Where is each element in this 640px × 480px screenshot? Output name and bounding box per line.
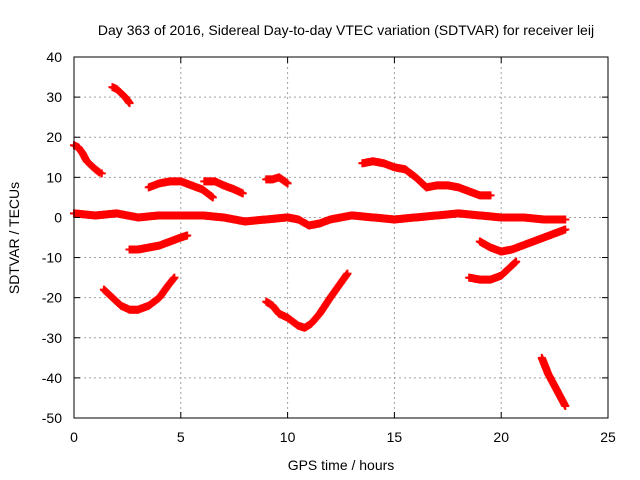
data-point-fill xyxy=(485,191,494,200)
data-series xyxy=(99,273,179,314)
data-series xyxy=(200,177,247,198)
data-point-fill xyxy=(94,167,103,176)
data-series xyxy=(262,173,292,188)
data-series xyxy=(465,257,521,284)
y-tick-label: 10 xyxy=(46,169,62,185)
axis-ticks: 0 5 10 15 20 25 40 30 20 10 0 -10 -20 -30 -40 -50 xyxy=(42,49,616,445)
y-tick-label: 20 xyxy=(46,129,62,145)
x-tick-label: 25 xyxy=(600,429,616,445)
y-tick-label: 30 xyxy=(46,89,62,105)
data-point-fill xyxy=(560,215,569,224)
x-tick-label: 10 xyxy=(280,429,296,445)
y-tick-label: -40 xyxy=(42,370,62,386)
data-series xyxy=(108,83,134,108)
data-point-fill xyxy=(342,270,351,279)
chart-title: Day 363 of 2016, Sidereal Day-to-day VTE… xyxy=(98,22,594,38)
y-tick-label: -10 xyxy=(42,250,62,266)
data-point-fill xyxy=(124,98,133,107)
data-point-fill xyxy=(237,188,246,197)
data-point-fill xyxy=(282,178,291,187)
x-axis-label: GPS time / hours xyxy=(288,457,395,473)
data-series xyxy=(125,231,192,254)
y-tick-label: 40 xyxy=(46,49,62,65)
y-tick-label: -30 xyxy=(42,330,62,346)
plot-frame xyxy=(73,56,609,419)
x-tick-label: 15 xyxy=(387,429,403,445)
data-points xyxy=(70,83,570,410)
y-tick-label: -50 xyxy=(42,410,62,426)
data-point-fill xyxy=(560,225,569,234)
data-point-fill xyxy=(169,274,178,283)
y-tick-label: -20 xyxy=(42,290,62,306)
data-point-fill xyxy=(181,231,190,240)
data-series xyxy=(70,209,570,230)
x-tick-label: 0 xyxy=(70,429,78,445)
x-tick-label: 5 xyxy=(177,429,185,445)
data-point-fill xyxy=(560,400,569,409)
data-series xyxy=(475,225,570,256)
data-point-fill xyxy=(511,258,520,267)
grid-lines xyxy=(74,57,608,418)
data-series xyxy=(537,353,570,410)
data-series xyxy=(262,269,352,332)
data-series xyxy=(422,181,495,200)
data-point-fill xyxy=(207,192,216,201)
x-tick-label: 20 xyxy=(493,429,509,445)
data-series xyxy=(144,177,217,202)
y-tick-label: 0 xyxy=(54,209,62,225)
y-axis-label: SDTVAR / TECUs xyxy=(6,182,22,294)
